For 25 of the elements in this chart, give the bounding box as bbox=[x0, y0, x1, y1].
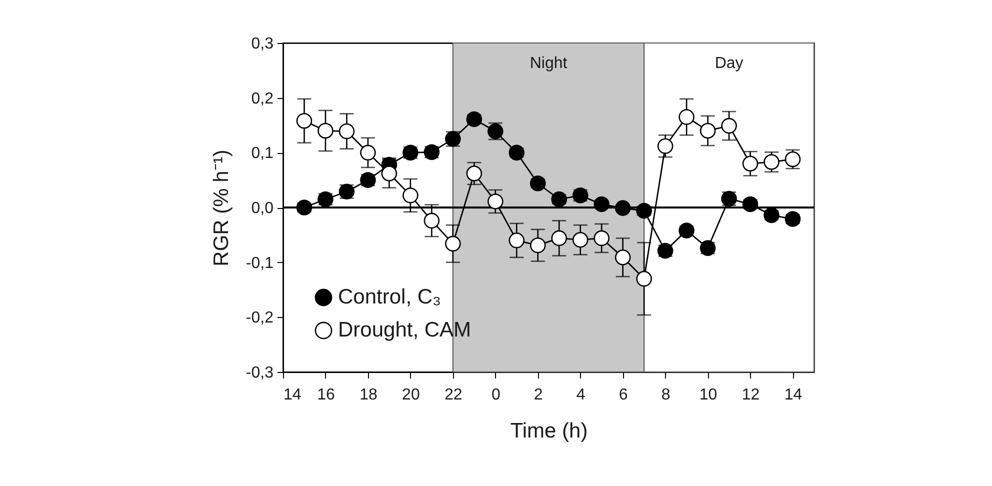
x-tick-label: 8 bbox=[661, 386, 670, 404]
y-axis-title: RGR (% h⁻¹) bbox=[210, 150, 233, 266]
x-tick-label: 20 bbox=[402, 386, 420, 404]
x-tick-label: 12 bbox=[742, 386, 760, 404]
y-tick-label: -0,2 bbox=[246, 310, 274, 327]
y-tick-label: -0,1 bbox=[246, 254, 274, 272]
x-tick-label: 0 bbox=[491, 386, 500, 404]
x-tick-label: 6 bbox=[618, 386, 628, 404]
x-tick-label: 14 bbox=[284, 386, 302, 404]
x-tick-label: 22 bbox=[444, 386, 462, 404]
band-label: Day bbox=[714, 55, 744, 72]
y-tick-label: 0,2 bbox=[251, 90, 274, 108]
y-tick-label: 0,1 bbox=[251, 145, 274, 162]
x-tick-label: 4 bbox=[576, 386, 586, 404]
x-tick-label: 16 bbox=[317, 386, 335, 404]
x-axis-title: Time (h) bbox=[510, 420, 588, 442]
x-tick-label: 18 bbox=[360, 386, 378, 404]
y-tick-label: -0,3 bbox=[246, 364, 274, 382]
x-tick-label: 14 bbox=[784, 386, 802, 404]
x-tick-label: 10 bbox=[699, 386, 718, 404]
y-tick-label: 0,0 bbox=[251, 200, 274, 217]
band-label: Night bbox=[530, 55, 568, 72]
x-tick-label: 2 bbox=[534, 386, 543, 404]
legend-label: Control, C₃ bbox=[338, 286, 442, 308]
y-tick-label: 0,3 bbox=[251, 36, 274, 52]
